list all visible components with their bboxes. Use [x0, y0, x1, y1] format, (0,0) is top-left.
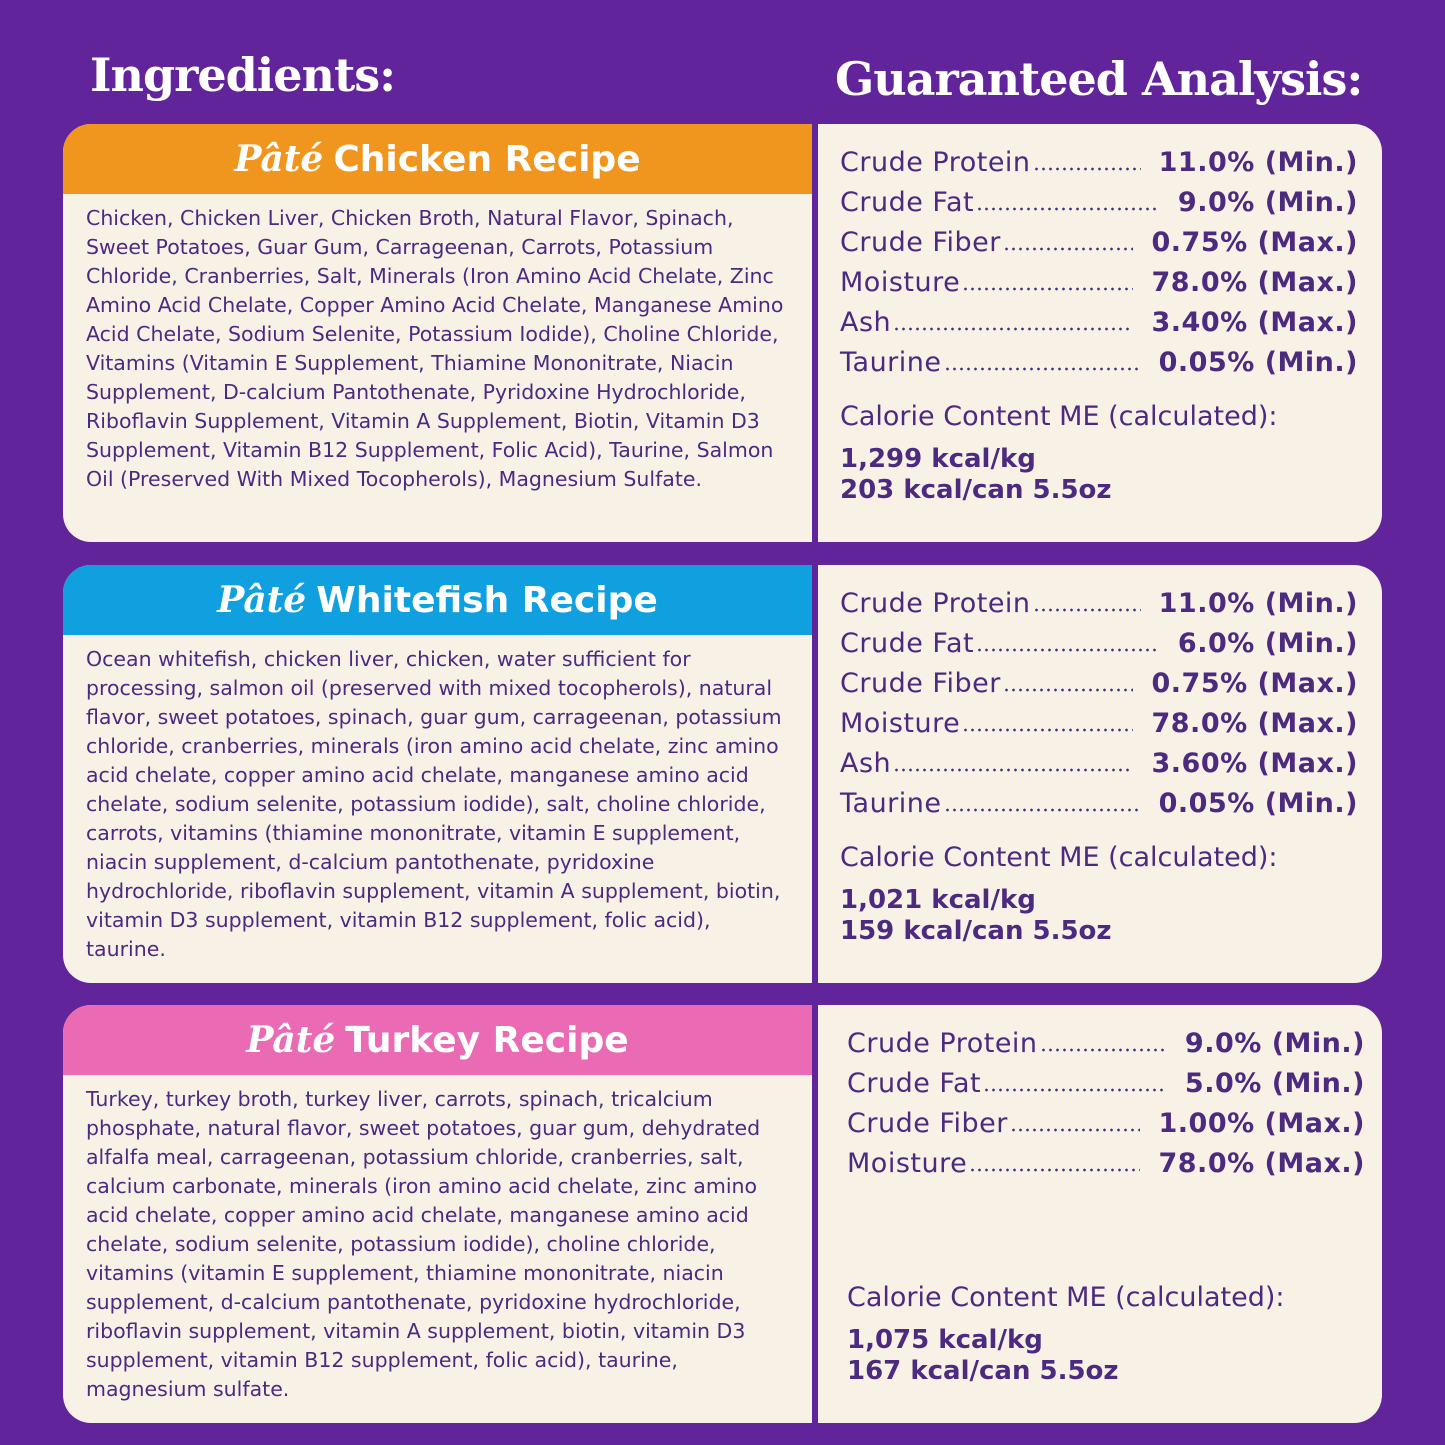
analysis-row: Crude Fat 9.0% (Min.)	[840, 182, 1358, 222]
analysis-row: Crude Protein 9.0% (Min.)	[847, 1023, 1365, 1063]
nutrient-label: Crude Fat	[840, 186, 975, 218]
analysis-row: Taurine 0.05% (Min.)	[840, 342, 1358, 382]
dot-leader	[1039, 1048, 1167, 1052]
analysis-row: Ash 3.60% (Max.)	[840, 743, 1358, 783]
ingredients-text: Chicken, Chicken Liver, Chicken Broth, N…	[86, 206, 784, 491]
calorie-title: Calorie Content ME (calculated):	[840, 401, 1278, 432]
ingredients-panel: Pâté Turkey Recipe Turkey, turkey broth, t…	[63, 1005, 812, 1423]
nutrient-label: Taurine	[840, 346, 942, 378]
nutrient-label: Moisture	[847, 1147, 968, 1179]
nutrient-value: 0.75% (Max.)	[1151, 226, 1358, 258]
analysis-panel: Crude Protein 9.0% (Min.) Crude Fat 5.0% (M…	[818, 1005, 1382, 1423]
nutrient-value: 0.05% (Min.)	[1158, 346, 1358, 378]
analysis-row: Crude Protein 11.0% (Min.)	[840, 583, 1358, 623]
calorie-value: 1,299 kcal/kg	[840, 444, 1036, 474]
nutrient-label: Moisture	[840, 266, 961, 298]
analysis-row: Crude Fat 6.0% (Min.)	[840, 623, 1358, 663]
dot-leader	[1032, 167, 1141, 171]
recipe-name: Chicken Recipe	[333, 138, 641, 180]
nutrient-value: 1.00% (Max.)	[1158, 1107, 1365, 1139]
nutrient-value: 11.0% (Min.)	[1158, 587, 1358, 619]
nutrient-value: 9.0% (Min.)	[1184, 1027, 1365, 1059]
nutrient-label: Moisture	[840, 707, 961, 739]
nutrient-value: 5.0% (Min.)	[1184, 1067, 1365, 1099]
nutrient-label: Crude Fiber	[847, 1107, 1008, 1139]
ingredients-title: Ingredients:	[90, 48, 396, 102]
calorie-value: 203 kcal/can 5.5oz	[840, 475, 1112, 505]
nutrient-label: Ash	[840, 747, 892, 779]
analysis-title: Guaranteed Analysis:	[835, 52, 1363, 106]
analysis-row: Moisture 78.0% (Max.)	[840, 703, 1358, 743]
dot-leader	[893, 327, 1134, 331]
dot-leader	[976, 207, 1160, 211]
analysis-row: Moisture 78.0% (Max.)	[840, 262, 1358, 302]
dot-leader	[1002, 247, 1134, 251]
recipe-header: Pâté Chicken Recipe	[63, 124, 812, 194]
analysis-row: Crude Fiber 0.75% (Max.)	[840, 222, 1358, 262]
nutrient-label: Crude Fat	[840, 627, 975, 659]
calorie-value: 1,021 kcal/kg	[840, 885, 1036, 915]
calorie-value: 159 kcal/can 5.5oz	[840, 916, 1112, 946]
analysis-row: Ash 3.40% (Max.)	[840, 302, 1358, 342]
analysis-row: Moisture 78.0% (Max.)	[847, 1143, 1365, 1183]
nutrient-value: 3.60% (Max.)	[1151, 747, 1358, 779]
nutrient-label: Crude Protein	[840, 587, 1031, 619]
analysis-row: Crude Fiber 0.75% (Max.)	[840, 663, 1358, 703]
ingredients-text: Turkey, turkey broth, turkey liver, carr…	[86, 1087, 761, 1401]
dot-leader	[1002, 688, 1134, 692]
dot-leader	[962, 728, 1134, 732]
analysis-row: Taurine 0.05% (Min.)	[840, 783, 1358, 823]
nutrient-label: Crude Fat	[847, 1067, 982, 1099]
nutrient-value: 0.05% (Min.)	[1158, 787, 1358, 819]
dot-leader	[969, 1168, 1141, 1172]
dot-leader	[1032, 608, 1141, 612]
recipe-prefix: Pâté	[217, 579, 307, 621]
nutrient-label: Crude Protein	[847, 1027, 1038, 1059]
nutrient-value: 9.0% (Min.)	[1177, 186, 1358, 218]
nutrient-value: 78.0% (Max.)	[1151, 707, 1358, 739]
recipe-name: Whitefish Recipe	[316, 579, 658, 621]
calorie-value: 1,075 kcal/kg	[847, 1325, 1043, 1355]
recipe-header: Pâté Whitefish Recipe	[63, 565, 812, 635]
nutrient-value: 11.0% (Min.)	[1158, 146, 1358, 178]
ingredients-text: Ocean whitefish, chicken liver, chicken,…	[86, 647, 782, 961]
nutrient-value: 0.75% (Max.)	[1151, 667, 1358, 699]
analysis-row: Crude Fiber 1.00% (Max.)	[847, 1103, 1365, 1143]
nutrient-label: Ash	[840, 306, 892, 338]
recipe-prefix: Pâté	[234, 138, 324, 180]
analysis-row: Crude Protein 11.0% (Min.)	[840, 142, 1358, 182]
nutrient-label: Crude Protein	[840, 146, 1031, 178]
analysis-row: Crude Fat 5.0% (Min.)	[847, 1063, 1365, 1103]
nutrient-label: Crude Fiber	[840, 667, 1001, 699]
nutrient-value: 6.0% (Min.)	[1177, 627, 1358, 659]
dot-leader	[893, 768, 1134, 772]
ingredients-panel: Pâté Chicken Recipe Chicken, Chicken Liver…	[63, 124, 812, 542]
nutrient-label: Crude Fiber	[840, 226, 1001, 258]
dot-leader	[976, 648, 1160, 652]
dot-leader	[962, 287, 1134, 291]
analysis-panel: Crude Protein 11.0% (Min.) Crude Fat 6.0% (…	[818, 565, 1382, 983]
nutrient-value: 78.0% (Max.)	[1151, 266, 1358, 298]
dot-leader	[983, 1088, 1167, 1092]
nutrient-label: Taurine	[840, 787, 942, 819]
nutrient-value: 78.0% (Max.)	[1158, 1147, 1365, 1179]
nutrient-value: 3.40% (Max.)	[1151, 306, 1358, 338]
dot-leader	[1009, 1128, 1141, 1132]
recipe-prefix: Pâté	[246, 1019, 336, 1061]
calorie-title: Calorie Content ME (calculated):	[847, 1282, 1285, 1313]
calorie-value: 167 kcal/can 5.5oz	[847, 1356, 1119, 1386]
recipe-name: Turkey Recipe	[345, 1019, 629, 1061]
calorie-title: Calorie Content ME (calculated):	[840, 842, 1278, 873]
analysis-panel: Crude Protein 11.0% (Min.) Crude Fat 9.0% (…	[818, 124, 1382, 542]
recipe-header: Pâté Turkey Recipe	[63, 1005, 812, 1075]
dot-leader	[943, 367, 1141, 371]
dot-leader	[943, 808, 1141, 812]
ingredients-panel: Pâté Whitefish Recipe Ocean whitefish, chi…	[63, 565, 812, 983]
